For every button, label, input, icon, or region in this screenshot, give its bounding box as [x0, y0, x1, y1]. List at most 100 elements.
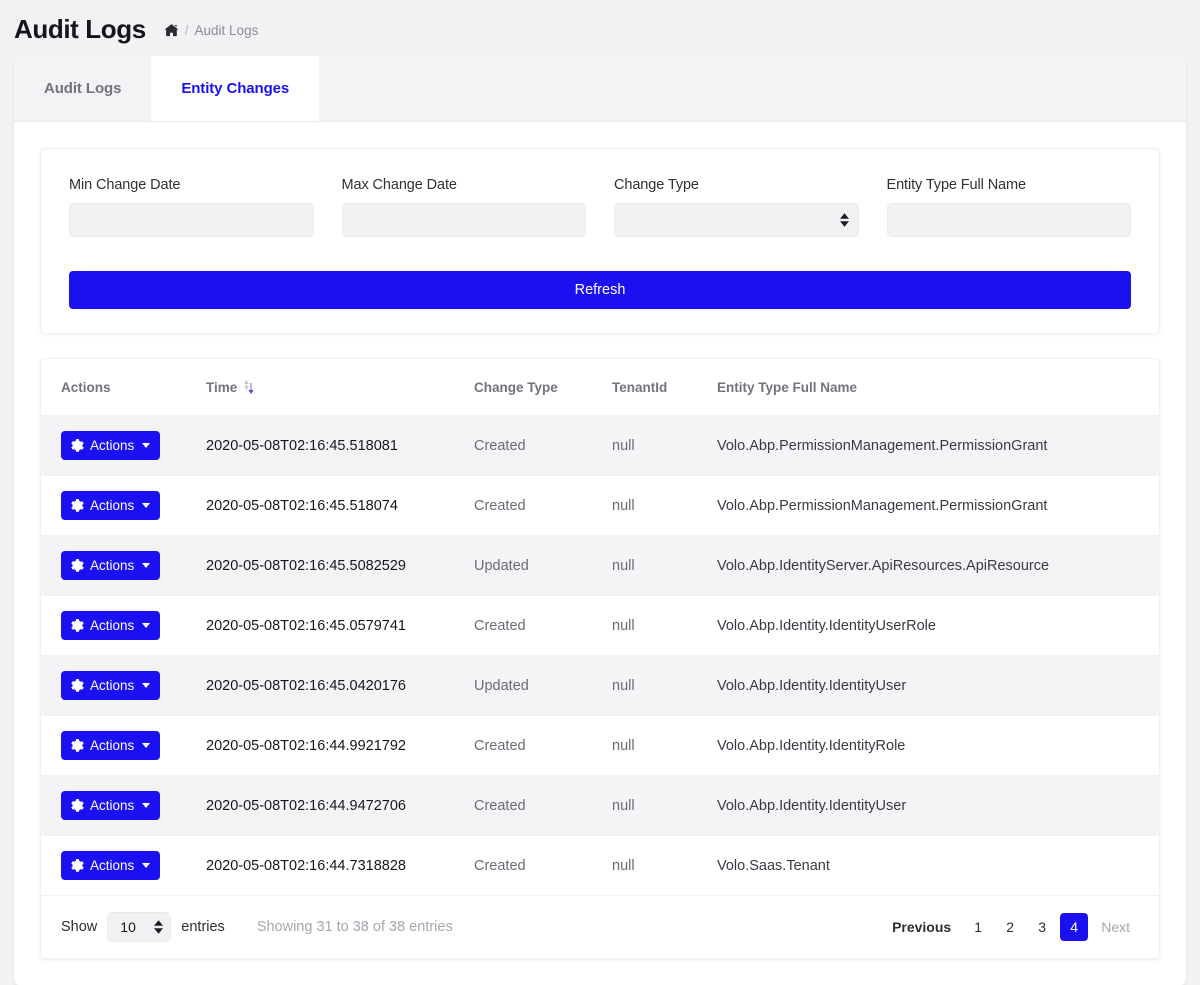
- entries-label: entries: [181, 919, 225, 935]
- row-actions-label: Actions: [90, 498, 135, 513]
- row-actions-label: Actions: [90, 558, 135, 573]
- column-header-time[interactable]: Time: [206, 359, 474, 416]
- entity-changes-table-card: Actions Time: [40, 358, 1160, 959]
- pagination-page-2[interactable]: 2: [996, 913, 1024, 941]
- pagination-page-1[interactable]: 1: [964, 913, 992, 941]
- entity-changes-table: Actions Time: [41, 359, 1159, 896]
- cell-actions: Actions: [41, 715, 206, 776]
- row-actions-button[interactable]: Actions: [61, 731, 161, 760]
- column-header-change-type: Change Type: [474, 359, 612, 416]
- breadcrumb: / Audit Logs: [164, 23, 259, 38]
- row-actions-label: Actions: [90, 858, 135, 873]
- cell-actions: Actions: [41, 535, 206, 596]
- cell-tenant-id: null: [612, 775, 717, 836]
- caret-down-icon: [142, 623, 151, 628]
- pagination-page-3[interactable]: 3: [1028, 913, 1056, 941]
- breadcrumb-separator: /: [184, 23, 189, 38]
- table-row: Actions 2020-05-08T02:16:45.518074 Created…: [41, 475, 1159, 536]
- main-panel: Audit Logs Entity Changes Min Change Dat…: [14, 56, 1186, 985]
- cell-change-type: Updated: [474, 655, 612, 716]
- refresh-button[interactable]: Refresh: [69, 271, 1131, 309]
- cell-tenant-id: null: [612, 595, 717, 656]
- cell-entity-type-full-name: Volo.Abp.IdentityServer.ApiResources.Api…: [717, 535, 1159, 596]
- row-actions-button[interactable]: Actions: [61, 491, 161, 520]
- table-row: Actions 2020-05-08T02:16:44.7318828 Create…: [41, 835, 1159, 896]
- cell-entity-type-full-name: Volo.Abp.Identity.IdentityRole: [717, 715, 1159, 776]
- gear-icon: [71, 619, 84, 632]
- caret-down-icon: [142, 443, 151, 448]
- cell-actions: Actions: [41, 835, 206, 896]
- entity-type-full-name-label: Entity Type Full Name: [886, 177, 1027, 193]
- caret-down-icon: [142, 863, 151, 868]
- tab-bar: Audit Logs Entity Changes: [14, 56, 1186, 122]
- min-change-date-input[interactable]: [69, 203, 314, 237]
- cell-time: 2020-05-08T02:16:44.9921792: [206, 715, 474, 776]
- filter-min-change-date: Min Change Date: [69, 177, 314, 237]
- row-actions-button[interactable]: Actions: [61, 851, 161, 880]
- table-row: Actions 2020-05-08T02:16:44.9921792 Create…: [41, 715, 1159, 776]
- home-icon[interactable]: [164, 23, 179, 38]
- pagination-next: Next: [1092, 913, 1139, 941]
- row-actions-label: Actions: [90, 678, 135, 693]
- gear-icon: [71, 739, 84, 752]
- showing-info: Showing 31 to 38 of 38 entries: [256, 919, 453, 935]
- filter-card: Min Change Date Max Change Date Change T…: [40, 148, 1160, 334]
- max-change-date-input[interactable]: [341, 203, 586, 237]
- table-row: Actions 2020-05-08T02:16:45.518081 Created…: [41, 415, 1159, 476]
- caret-down-icon: [142, 563, 151, 568]
- filter-row: Min Change Date Max Change Date Change T…: [69, 177, 1131, 237]
- change-type-label: Change Type: [614, 177, 699, 193]
- cell-tenant-id: null: [612, 835, 717, 896]
- cell-entity-type-full-name: Volo.Abp.PermissionManagement.Permission…: [717, 475, 1159, 536]
- page-header: Audit Logs / Audit Logs: [0, 0, 1200, 56]
- cell-time: 2020-05-08T02:16:44.7318828: [206, 835, 474, 896]
- cell-entity-type-full-name: Volo.Abp.Identity.IdentityUser: [717, 655, 1159, 716]
- cell-tenant-id: null: [612, 535, 717, 596]
- row-actions-button[interactable]: Actions: [61, 791, 161, 820]
- row-actions-label: Actions: [90, 618, 135, 633]
- change-type-select[interactable]: [614, 203, 859, 237]
- table-head: Actions Time: [41, 359, 1159, 416]
- tab-audit-logs[interactable]: Audit Logs: [14, 56, 151, 121]
- caret-down-icon: [142, 683, 151, 688]
- gear-icon: [71, 799, 84, 812]
- table-row: Actions 2020-05-08T02:16:45.0579741 Create…: [41, 595, 1159, 656]
- row-actions-button[interactable]: Actions: [61, 431, 161, 460]
- filter-change-type: Change Type: [614, 177, 859, 237]
- sort-icon[interactable]: [243, 379, 255, 395]
- filter-entity-type-full-name: Entity Type Full Name: [886, 177, 1131, 237]
- cell-time: 2020-05-08T02:16:45.518074: [206, 475, 474, 536]
- pagination-page-4[interactable]: 4: [1060, 913, 1089, 941]
- page-title: Audit Logs: [14, 14, 146, 44]
- cell-actions: Actions: [41, 655, 206, 716]
- cell-change-type: Updated: [474, 535, 612, 596]
- change-type-select-wrap: [614, 203, 859, 237]
- column-header-actions: Actions: [41, 359, 206, 416]
- column-header-tenant-id: TenantId: [612, 359, 717, 416]
- cell-time: 2020-05-08T02:16:45.0420176: [206, 655, 474, 716]
- row-actions-label: Actions: [90, 798, 135, 813]
- table-header-row: Actions Time: [41, 359, 1159, 416]
- cell-actions: Actions: [41, 475, 206, 536]
- row-actions-button[interactable]: Actions: [61, 611, 161, 640]
- cell-actions: Actions: [41, 415, 206, 476]
- table-body: Actions 2020-05-08T02:16:45.518081 Created…: [41, 415, 1159, 896]
- page-length-select[interactable]: 102550100: [107, 912, 172, 942]
- cell-actions: Actions: [41, 775, 206, 836]
- gear-icon: [71, 859, 84, 872]
- column-header-time-label: Time: [206, 379, 238, 395]
- table-row: Actions 2020-05-08T02:16:44.9472706 Create…: [41, 775, 1159, 836]
- show-label: Show: [61, 919, 98, 935]
- row-actions-button[interactable]: Actions: [61, 551, 161, 580]
- gear-icon: [71, 499, 84, 512]
- cell-tenant-id: null: [612, 655, 717, 716]
- entity-type-full-name-input[interactable]: [886, 203, 1131, 237]
- row-actions-button[interactable]: Actions: [61, 671, 161, 700]
- tab-entity-changes[interactable]: Entity Changes: [151, 56, 320, 121]
- row-actions-label: Actions: [90, 738, 135, 753]
- breadcrumb-current: Audit Logs: [194, 23, 259, 38]
- pagination-previous[interactable]: Previous: [883, 913, 960, 941]
- cell-time: 2020-05-08T02:16:45.5082529: [206, 535, 474, 596]
- table-row: Actions 2020-05-08T02:16:45.0420176 Update…: [41, 655, 1159, 716]
- min-change-date-label: Min Change Date: [69, 177, 181, 193]
